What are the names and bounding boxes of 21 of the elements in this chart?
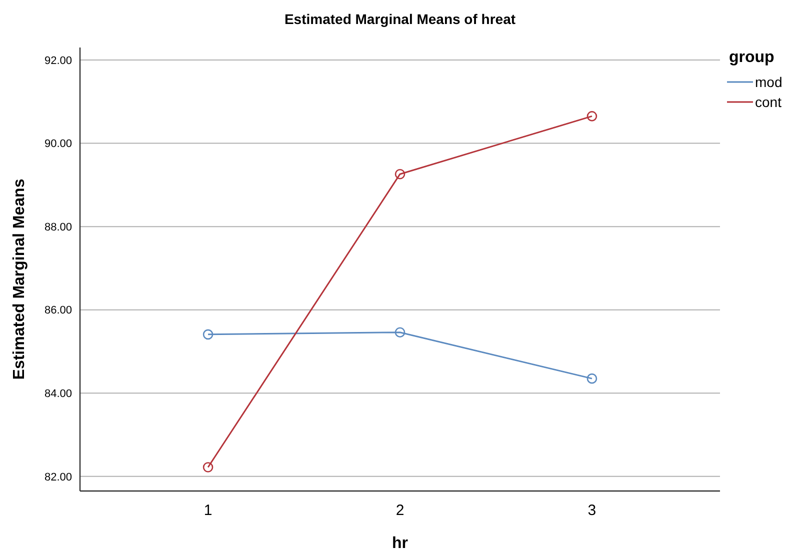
x-axis-title: hr [392, 535, 408, 552]
legend-title: group [729, 49, 775, 66]
x-tick-label: 2 [396, 502, 404, 519]
chart-title: Estimated Marginal Means of hreat [284, 11, 516, 27]
y-tick-label: 90.00 [44, 138, 72, 150]
y-tick-label: 84.00 [44, 388, 72, 400]
y-tick-label: 86.00 [44, 304, 72, 317]
y-axis-title: Estimated Marginal Means [11, 178, 28, 380]
x-tick-label: 1 [204, 502, 212, 519]
x-tick-label: 3 [588, 502, 596, 519]
point [586, 373, 598, 384]
point [394, 168, 406, 180]
point [394, 327, 406, 338]
y-tick-label: 88.00 [44, 221, 72, 234]
y-tick-label: 82.00 [44, 471, 72, 484]
point [202, 329, 214, 340]
legend-label: mod [755, 74, 782, 90]
y-tick-label: 92.00 [44, 54, 72, 67]
legend-label: cont [755, 94, 782, 110]
point [586, 111, 598, 122]
point [202, 462, 214, 472]
